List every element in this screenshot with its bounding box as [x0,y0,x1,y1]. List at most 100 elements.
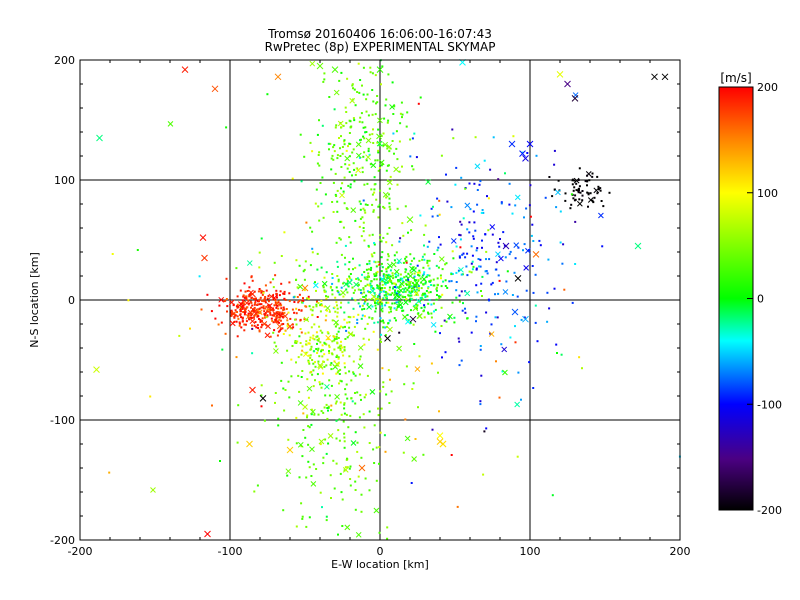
data-point [370,188,373,191]
data-point [392,286,395,289]
data-point [385,241,388,244]
data-point [211,404,213,407]
data-point [361,314,364,317]
data-point [311,251,314,254]
data-point [320,266,323,269]
cross-marker [430,321,437,328]
data-point [444,285,447,287]
cross-marker [350,440,357,446]
cross-marker [261,321,268,327]
cross-marker [150,487,156,493]
data-point [528,204,531,207]
data-point [349,484,352,487]
data-point [290,358,293,361]
data-point [111,253,114,255]
data-point [354,489,357,491]
data-point [345,122,348,125]
data-point [440,154,443,157]
data-point [397,304,400,307]
data-point [236,315,239,318]
data-point [344,106,347,109]
data-point [388,150,391,153]
data-point [410,287,413,290]
data-point [351,84,354,87]
cross-marker [230,311,237,317]
data-point [586,180,589,183]
data-point [304,260,307,263]
data-point [273,341,276,344]
cross-marker [167,120,174,127]
data-point [441,268,444,271]
data-point [435,288,438,291]
data-point [375,302,378,305]
data-point [415,279,418,282]
data-point [401,116,403,119]
data-point [312,334,315,337]
data-point [334,296,337,299]
data-point [351,151,354,154]
cross-marker [502,242,510,250]
data-point [291,323,294,326]
data-point [226,305,229,308]
data-point [529,184,532,187]
data-point [388,286,391,289]
data-point [385,270,388,273]
data-point [394,282,397,285]
data-point [282,333,285,335]
data-point [412,287,415,289]
data-point [438,410,440,413]
data-point [368,153,371,156]
data-point [235,320,238,323]
data-point [302,297,304,300]
data-point [438,297,441,299]
data-point [363,137,366,140]
cross-marker [376,133,382,140]
data-point [441,356,443,359]
data-point [342,326,345,329]
data-point [416,264,419,267]
data-point [375,479,378,482]
data-point [531,265,534,267]
data-point [346,336,349,339]
data-point [337,291,340,294]
data-point [438,236,440,239]
data-point [575,189,578,192]
data-point [284,299,287,301]
cross-marker [376,66,384,73]
data-point [319,310,322,313]
data-point [398,240,401,243]
y-axis-label: N-S location [km] [28,252,41,348]
data-point [551,195,554,198]
data-point [465,265,468,268]
data-point [508,203,511,206]
data-point [431,215,434,218]
cross-marker [357,363,364,369]
data-point [370,286,373,289]
data-point [374,302,376,304]
data-point [437,266,440,269]
data-point [386,281,389,284]
data-point [436,289,438,292]
data-point [371,133,374,136]
data-point [266,308,269,311]
data-point [480,211,483,214]
data-point [391,292,394,295]
data-point [364,211,367,214]
data-point [348,142,351,145]
data-point [371,193,374,196]
data-point [410,298,413,301]
data-point [483,430,486,433]
colorbar-tick-label: -200 [757,504,782,517]
data-point [455,296,458,299]
data-point [354,289,356,292]
data-point [239,314,242,316]
data-point [350,379,353,382]
data-point [363,291,366,294]
data-point [382,321,385,324]
data-point [379,431,382,434]
data-point [376,141,379,144]
data-point [561,262,564,265]
data-point [395,291,398,294]
data-point [277,311,280,314]
data-point [302,412,305,415]
